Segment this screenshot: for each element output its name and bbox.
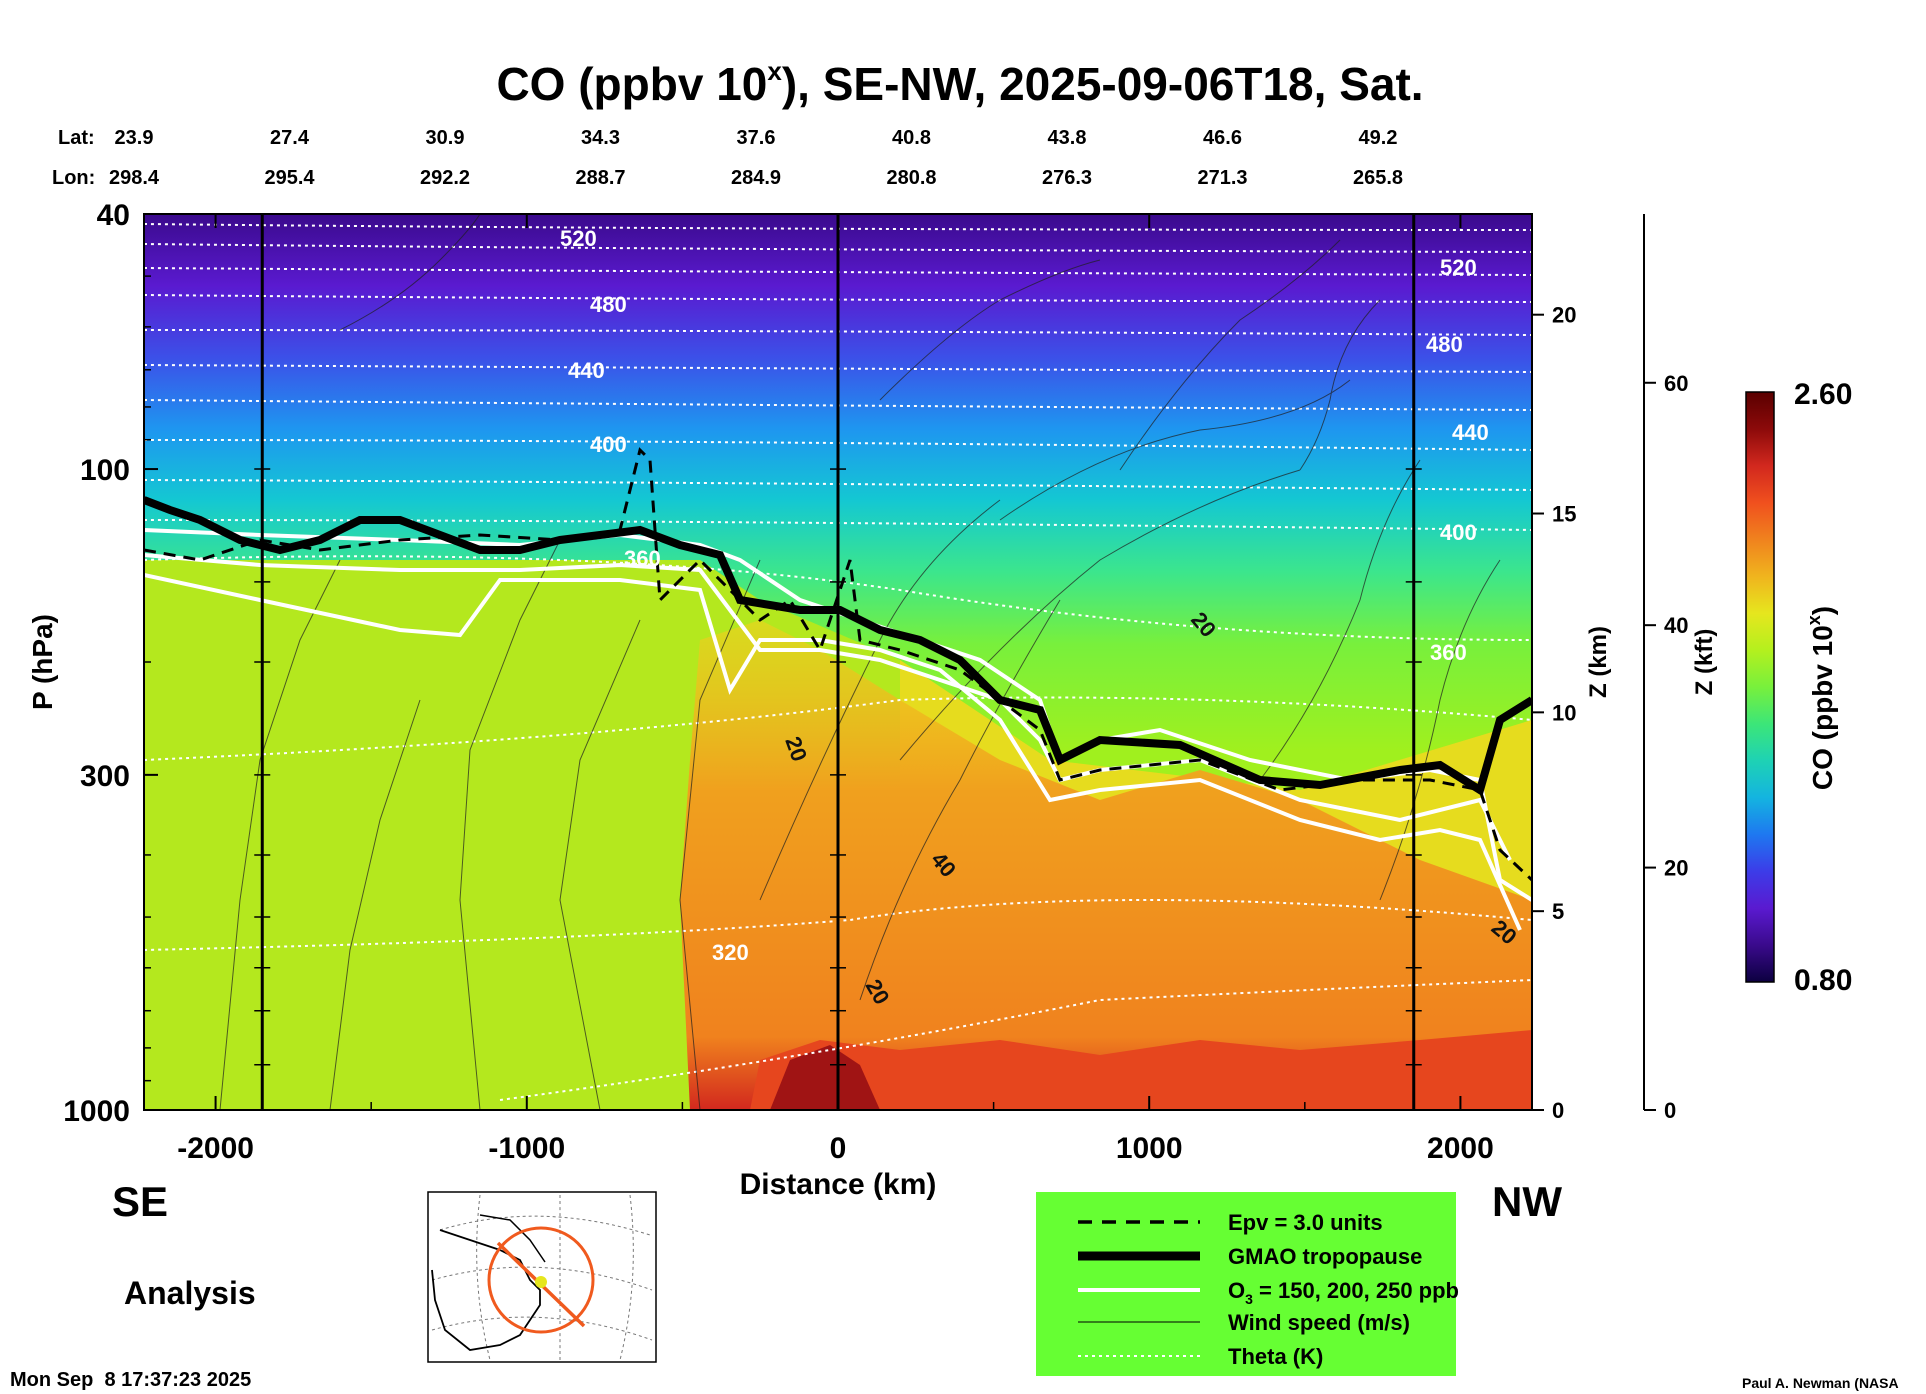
lat-value: 49.2 xyxy=(1359,127,1398,149)
x-tick-label: -2000 xyxy=(177,1132,254,1165)
x-axis-label: Distance (km) xyxy=(740,1168,937,1201)
lat-value: 30.9 xyxy=(426,127,465,149)
lon-value: 276.3 xyxy=(1042,167,1092,189)
z-kft-tick-label: 60 xyxy=(1664,371,1688,396)
inset-map xyxy=(427,1191,657,1363)
co-field-darkred-core xyxy=(770,1045,880,1110)
lon-value: 271.3 xyxy=(1197,167,1247,189)
lat-value: 43.8 xyxy=(1048,127,1087,149)
legend: Epv = 3.0 units GMAO tropopause O3 = 150… xyxy=(1078,1210,1459,1369)
y-axis-label: P (hPa) xyxy=(27,614,58,710)
title-superscript: x xyxy=(767,56,782,86)
legend-tropopause: GMAO tropopause xyxy=(1228,1244,1422,1269)
z-km-label: Z (km) xyxy=(1585,626,1612,698)
direction-se: SE xyxy=(112,1178,168,1225)
timestamp: Mon Sep 8 17:37:23 2025 xyxy=(10,1369,251,1391)
x-tick-label: 1000 xyxy=(1116,1132,1183,1165)
lat-value: 23.9 xyxy=(115,127,154,149)
z-km-tick-label: 10 xyxy=(1552,700,1576,725)
direction-nw: NW xyxy=(1492,1178,1562,1225)
lat-value: 46.6 xyxy=(1203,127,1242,149)
theta-label: 480 xyxy=(590,292,627,317)
analysis-label: Analysis xyxy=(124,1275,256,1311)
theta-label: 360 xyxy=(1430,640,1467,665)
colorbar xyxy=(1745,391,1775,983)
legend-theta: Theta (K) xyxy=(1228,1344,1323,1369)
lat-lon-row: 23.9 298.4 27.4 295.4 30.9 292.2 34.3 288.7 37.6… xyxy=(109,127,1403,189)
y-tick-label: 1000 xyxy=(63,1095,130,1128)
theta-label: 400 xyxy=(590,432,627,457)
theta-label: 360 xyxy=(624,546,661,571)
y-axis: 40 100 300 1000 xyxy=(63,199,158,1128)
lat-value: 40.8 xyxy=(892,127,931,149)
lon-value: 298.4 xyxy=(109,167,160,189)
colorbar-max: 2.60 xyxy=(1794,378,1852,411)
lat-value: 34.3 xyxy=(581,127,620,149)
theta-label: 320 xyxy=(712,940,749,965)
inset-center-marker xyxy=(535,1276,547,1288)
lat-label: Lat: xyxy=(58,127,95,149)
y-tick-label: 300 xyxy=(80,760,130,793)
inset-range-circle xyxy=(487,1226,595,1334)
x-axis: -2000 -1000 0 1000 2000 xyxy=(177,214,1494,1165)
lat-value: 37.6 xyxy=(737,127,776,149)
z-km-tick-label: 20 xyxy=(1552,303,1576,328)
legend-wind: Wind speed (m/s) xyxy=(1228,1310,1410,1335)
y-tick-label: 40 xyxy=(97,199,130,232)
x-tick-label: -1000 xyxy=(488,1132,565,1165)
co-field-orange-plume xyxy=(680,620,1532,1110)
latlon-vertical-lines xyxy=(254,214,1422,1110)
z-km-tick-label: 0 xyxy=(1552,1098,1564,1123)
lon-value: 284.9 xyxy=(731,167,781,189)
x-tick-label: 2000 xyxy=(1427,1132,1494,1165)
lat-value: 27.4 xyxy=(270,127,310,149)
lon-value: 292.2 xyxy=(420,167,470,189)
y-tick-label: 100 xyxy=(80,454,130,487)
z-kft-label: Z (kft) xyxy=(1691,629,1718,696)
wind-contours xyxy=(219,214,1501,1110)
z-km-axis: 0 5 10 15 20 xyxy=(1532,303,1576,1123)
z-kft-tick-label: 40 xyxy=(1664,613,1688,638)
epv-contour xyxy=(144,447,1532,882)
theta-label: 440 xyxy=(1452,420,1489,445)
theta-label: 440 xyxy=(568,358,605,383)
lon-value: 288.7 xyxy=(575,167,625,189)
lon-value: 265.8 xyxy=(1353,167,1403,189)
theta-labels: 520 520 480 480 440 440 400 400 360 360 … xyxy=(560,226,1489,965)
z-kft-axis: 0 20 40 60 xyxy=(1644,371,1688,1123)
z-kft-tick-label: 0 xyxy=(1664,1098,1676,1123)
co-field-red-surface xyxy=(750,1030,1532,1110)
z-km-tick-label: 15 xyxy=(1552,502,1576,527)
theta-label: 480 xyxy=(1426,332,1463,357)
tropopause-line xyxy=(144,496,1532,797)
lon-label: Lon: xyxy=(52,167,95,189)
chart-title: CO (ppbv 10x), SE-NW, 2025-09-06T18, Sat… xyxy=(496,56,1423,110)
x-tick-label: 0 xyxy=(830,1132,847,1165)
z-km-tick-label: 5 xyxy=(1552,899,1564,924)
lon-value: 280.8 xyxy=(886,167,936,189)
legend-ozone: O3 = 150, 200, 250 ppb xyxy=(1228,1278,1459,1307)
theta-label: 520 xyxy=(560,226,597,251)
theta-contours xyxy=(144,223,1532,1101)
z-kft-tick-label: 20 xyxy=(1664,856,1688,881)
credit: Paul A. Newman (NASA xyxy=(1742,1375,1899,1391)
legend-epv: Epv = 3.0 units xyxy=(1228,1210,1383,1235)
lon-value: 295.4 xyxy=(264,167,315,189)
colorbar-min: 0.80 xyxy=(1794,964,1852,997)
theta-label: 400 xyxy=(1440,520,1477,545)
theta-label: 520 xyxy=(1440,255,1477,280)
colorbar-label: CO (ppbv 10x) xyxy=(1804,606,1838,790)
inset-coastline xyxy=(431,1229,541,1351)
